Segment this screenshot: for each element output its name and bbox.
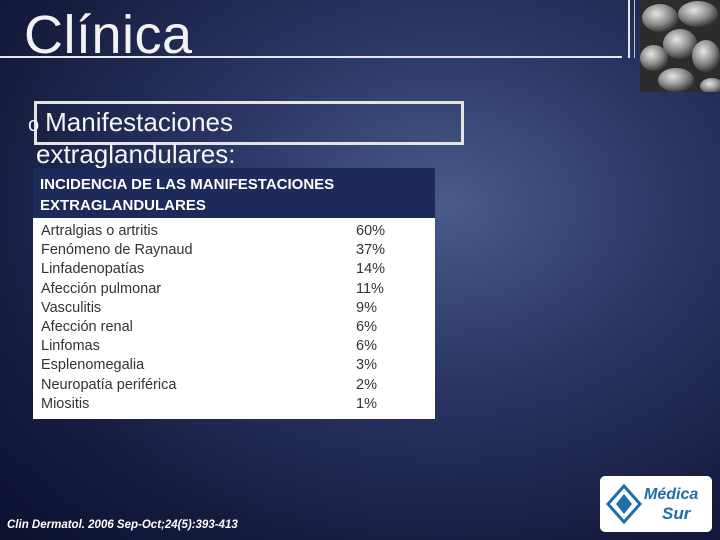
bullet-line-1: Manifestaciones bbox=[45, 107, 234, 137]
incidence-table: INCIDENCIA DE LAS MANIFESTACIONES EXTRAG… bbox=[33, 168, 435, 419]
logo-text: Médica bbox=[644, 486, 699, 503]
bullet-text: o Manifestaciones bbox=[28, 106, 233, 141]
decorative-line bbox=[628, 0, 630, 58]
slide-title: Clínica bbox=[24, 5, 193, 65]
bullet-line-2: extraglandulares: bbox=[36, 139, 236, 169]
blood-cells-image bbox=[640, 0, 720, 92]
bullet-frame bbox=[34, 101, 464, 145]
row-value: 2% bbox=[356, 376, 377, 393]
table-header: INCIDENCIA DE LAS MANIFESTACIONES EXTRAG… bbox=[33, 168, 435, 218]
decorative-line bbox=[634, 0, 635, 58]
row-name: Fenómeno de Raynaud bbox=[41, 242, 193, 259]
row-name: Afección pulmonar bbox=[41, 280, 162, 297]
row-value: 9% bbox=[356, 299, 377, 316]
row-name: Miositis bbox=[41, 395, 90, 412]
row-name: Neuropatía periférica bbox=[41, 376, 177, 393]
table-header-text: INCIDENCIA DE LAS MANIFESTACIONES EXTRAG… bbox=[40, 176, 335, 214]
row-value: 11% bbox=[356, 280, 384, 297]
row-name: Artralgias o artritis bbox=[41, 223, 158, 239]
row-value: 1% bbox=[356, 395, 377, 412]
row-name: Afección renal bbox=[41, 318, 133, 335]
bullet-mark: o bbox=[28, 114, 40, 136]
row-value: 37% bbox=[356, 242, 386, 259]
logo-mark-icon bbox=[606, 484, 642, 524]
title-divider bbox=[0, 56, 622, 58]
row-name: Vasculitis bbox=[41, 299, 102, 316]
row-value: 6% bbox=[356, 318, 377, 335]
row-name: Linfadenopatías bbox=[41, 261, 145, 278]
row-name: Esplenomegalia bbox=[41, 357, 145, 374]
row-value: 60% bbox=[356, 223, 386, 239]
medica-sur-logo: Médica Sur bbox=[600, 476, 712, 532]
citation-text: Clin Dermatol. 2006 Sep-Oct;24(5):393-41… bbox=[7, 519, 238, 531]
logo-text: Sur bbox=[662, 504, 691, 523]
row-value: 3% bbox=[356, 357, 377, 374]
row-value: 14% bbox=[356, 261, 386, 278]
row-name: Linfomas bbox=[41, 338, 100, 355]
row-value: 6% bbox=[356, 338, 377, 355]
